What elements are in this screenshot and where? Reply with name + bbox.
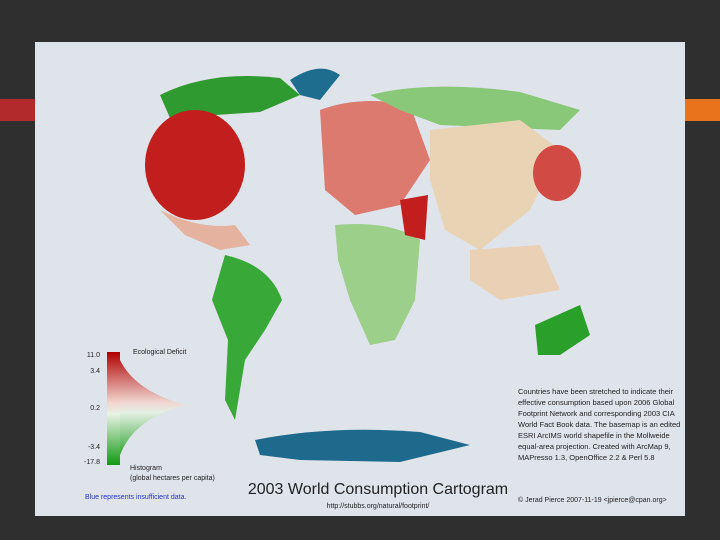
legend-heading: Ecological Deficit <box>133 349 186 356</box>
histogram-label: Histogram <box>130 465 162 472</box>
description-line: World Fact Book data. The basemap is an … <box>518 420 680 429</box>
description-line: effective consumption based upon 2006 Gl… <box>518 398 675 407</box>
credit: © Jerad Pierce 2007-11-19 <jpierce@cpan.… <box>518 496 667 504</box>
map-url: http://stubbs.org/natural/footprint/ <box>327 503 430 510</box>
legend-histogram <box>120 360 185 455</box>
description-line: Countries have been stretched to indicat… <box>518 387 674 396</box>
description-line: Footprint Network and corresponding 2003… <box>518 409 675 418</box>
legend-note: Blue represents insufficient data. <box>85 494 186 501</box>
description-line: MAPresso 1.3, OpenOffice 2.2 & Perl 5.8 <box>518 453 655 462</box>
legend-tick-label: -17.8 <box>84 459 100 466</box>
description-line: ESRI ArcIMS world shapefile in the Mollw… <box>518 431 670 440</box>
histogram-label: (global hectares per capita) <box>130 475 215 482</box>
accent-bar-right <box>684 99 720 121</box>
legend-tick-label: 11.0 <box>87 352 100 359</box>
legend: Ecological Deficit 11.0 3.4 0.2 -3.4 -17.8 H… <box>84 349 215 501</box>
legend-color-bar <box>107 352 120 465</box>
legend-tick-label: 3.4 <box>90 368 100 375</box>
legend-tick-label: 0.2 <box>90 405 100 412</box>
description-line: equal-area projection. Created with ArcM… <box>518 442 671 451</box>
map-title: 2003 World Consumption Cartogram <box>248 481 508 498</box>
accent-bar-left <box>0 99 36 121</box>
legend-tick-label: -3.4 <box>88 444 100 451</box>
map-shapes <box>145 68 590 462</box>
